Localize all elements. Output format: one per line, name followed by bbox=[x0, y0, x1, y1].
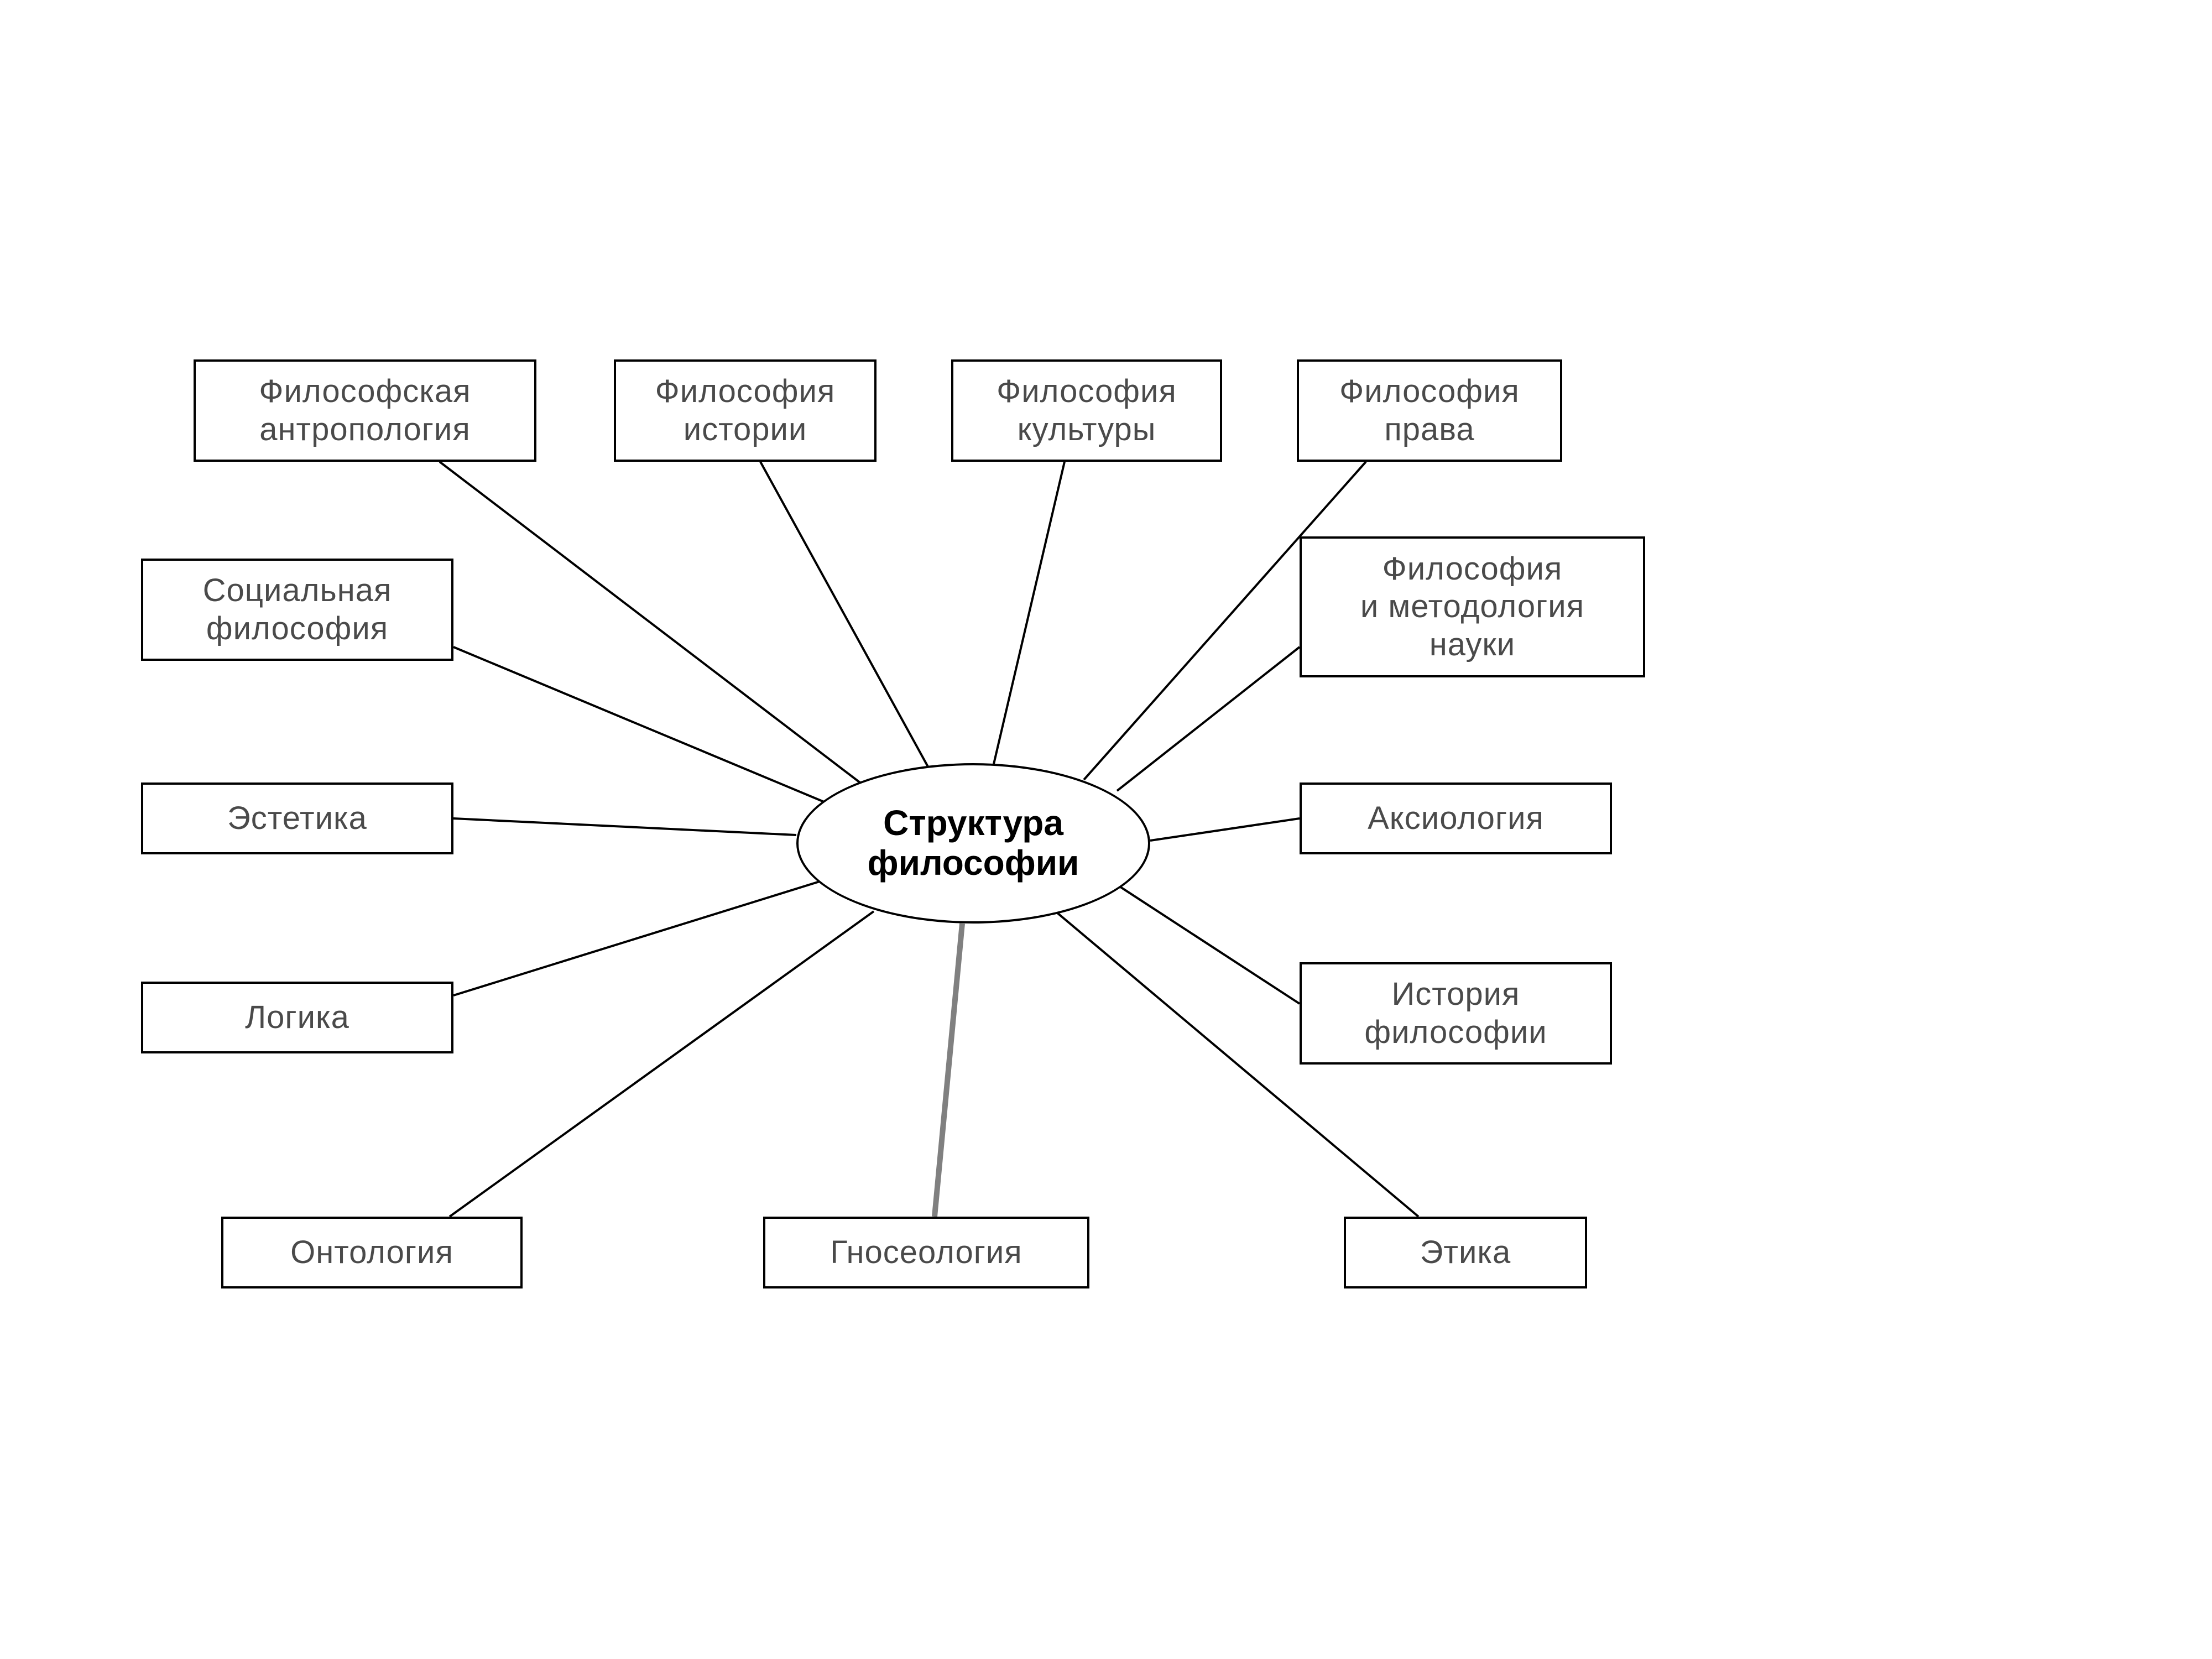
node-histphil: Историяфилософии bbox=[1300, 962, 1612, 1065]
node-label: Философскаяантропология bbox=[259, 373, 471, 448]
node-logic: Логика bbox=[141, 982, 453, 1053]
node-label: Этика bbox=[1420, 1234, 1511, 1271]
diagram-canvas: Структурафилософии Философскаяантрополог… bbox=[0, 0, 2212, 1659]
node-label: Онтология bbox=[290, 1234, 453, 1271]
node-law: Философияправа bbox=[1297, 359, 1562, 462]
node-axio: Аксиология bbox=[1300, 782, 1612, 854]
node-label: Эстетика bbox=[227, 800, 367, 837]
node-history: Философияистории bbox=[614, 359, 877, 462]
node-label: Философияи методологиянауки bbox=[1360, 550, 1584, 664]
node-label: Логика bbox=[245, 999, 349, 1036]
node-anthro: Философскаяантропология bbox=[194, 359, 536, 462]
node-ethics: Этика bbox=[1344, 1217, 1587, 1288]
node-label: Аксиология bbox=[1368, 800, 1544, 837]
node-science: Философияи методологиянауки bbox=[1300, 536, 1645, 677]
center-label: Структурафилософии bbox=[868, 804, 1079, 883]
node-label: Философиякультуры bbox=[997, 373, 1177, 448]
node-aesth: Эстетика bbox=[141, 782, 453, 854]
node-label: Философияистории bbox=[655, 373, 836, 448]
node-onto: Онтология bbox=[221, 1217, 523, 1288]
node-label: Гносеология bbox=[830, 1234, 1022, 1271]
node-culture: Философиякультуры bbox=[951, 359, 1222, 462]
node-social: Социальнаяфилософия bbox=[141, 559, 453, 661]
node-label: Философияправа bbox=[1339, 373, 1520, 448]
node-gnos: Гносеология bbox=[763, 1217, 1089, 1288]
node-label: Социальнаяфилософия bbox=[203, 572, 392, 648]
node-label: Историяфилософии bbox=[1364, 975, 1547, 1051]
center-node: Структурафилософии bbox=[796, 763, 1150, 924]
